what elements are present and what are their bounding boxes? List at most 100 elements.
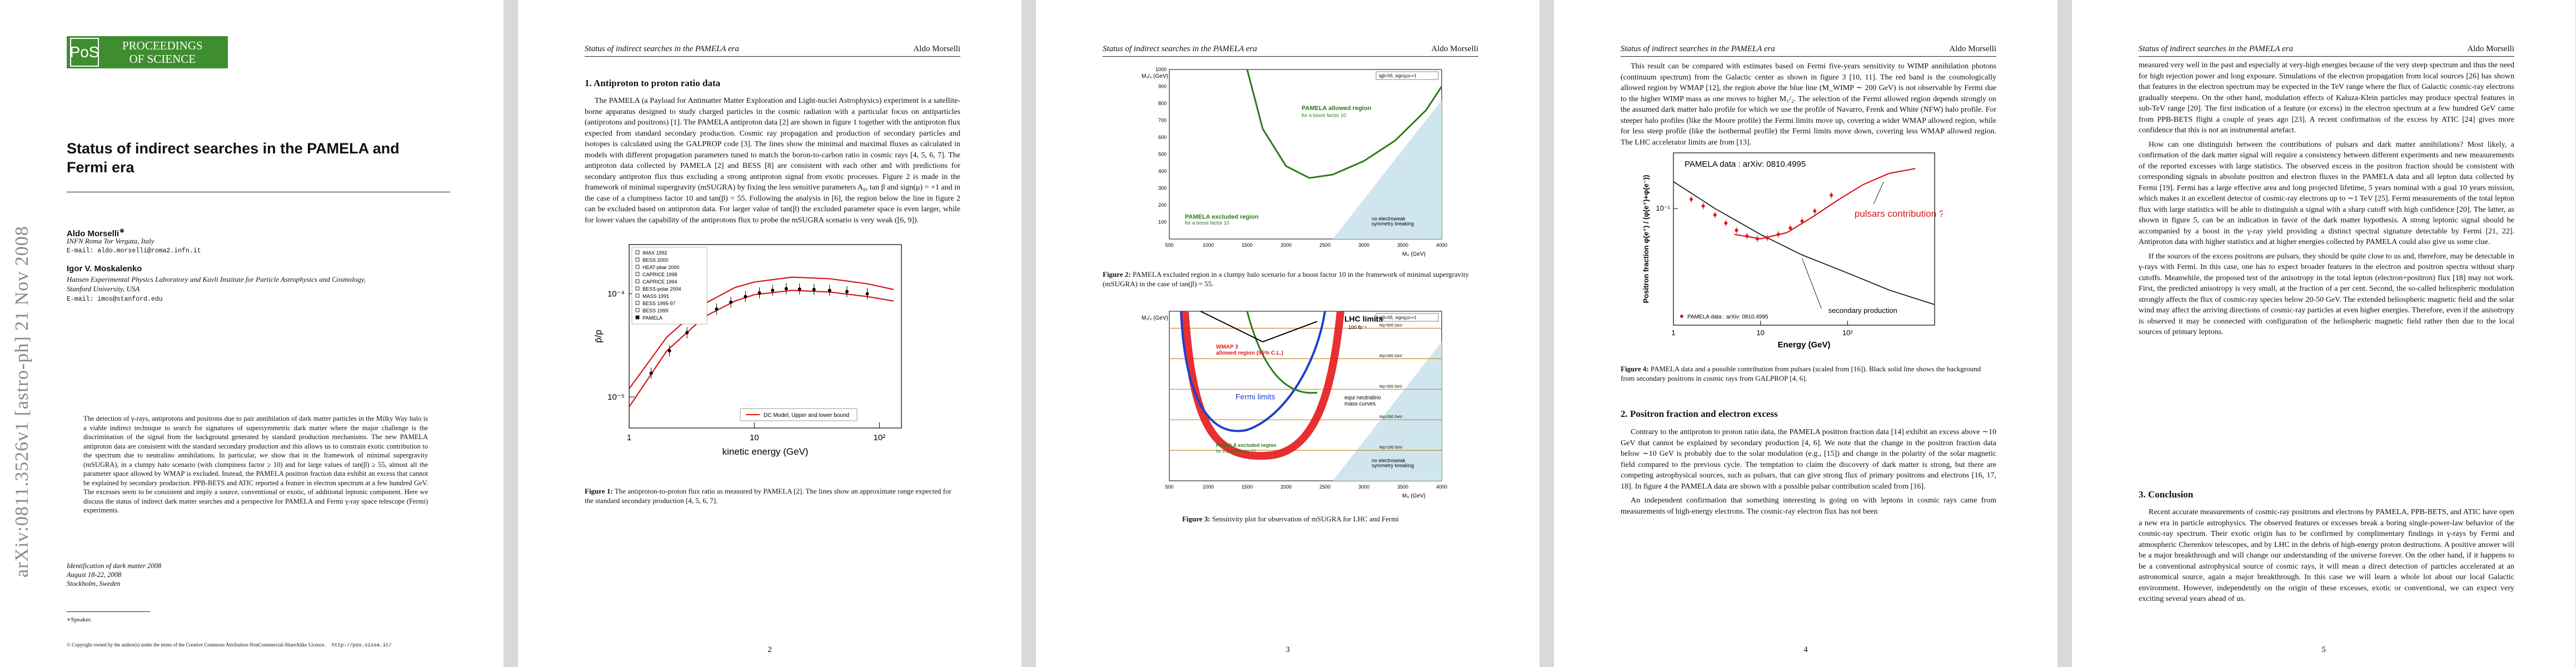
pamela-point: [865, 292, 869, 296]
plot-frame: [629, 244, 902, 429]
legend-text: tgβ=55, sign(μ)=+1: [1379, 73, 1417, 78]
legend-text: tgβ=55, sign(μ)=+1: [1379, 315, 1417, 320]
pamela-point: [1745, 234, 1749, 238]
pamela-point: [667, 349, 671, 353]
legend-line-label: DC Model, Upper and lower bound: [764, 412, 849, 419]
equi-mass-label: Mχ=300 GeV: [1379, 385, 1403, 389]
pamela-point: [812, 287, 816, 291]
x-tick-label: 500: [1165, 242, 1173, 248]
caption-text: The antiproton-to-proton flux ratio as m…: [585, 487, 951, 505]
legend-marker: [635, 272, 640, 276]
legend-marker: [1680, 315, 1683, 318]
x-tick-label: 1: [627, 433, 631, 442]
caption-label: Figure 4:: [1621, 365, 1649, 373]
figure-3-caption: Figure 3: Sensitivity plot for observati…: [1103, 514, 1478, 524]
y-axis-label: Positron fraction φ(e⁺) / (φ(e⁺)+φ(e⁻)): [1642, 175, 1650, 303]
x-tick-label: 500: [1165, 484, 1173, 490]
x-tick-label: 10: [750, 433, 759, 442]
x-tick-label: 2000: [1280, 484, 1292, 490]
x-tick-label: 10²: [1842, 328, 1853, 337]
pamela-point: [744, 295, 748, 298]
x-axis-label: M₀ (GeV): [1402, 251, 1426, 257]
y-tick-label: 600: [1158, 135, 1167, 140]
section-3-text: Recent accurate measurements of cosmic-r…: [2139, 507, 2514, 608]
annotation: for a boost factor 10: [1185, 220, 1229, 226]
caption-label: Figure 2:: [1103, 270, 1131, 278]
pamela-point: [1830, 193, 1833, 197]
running-head: Status of indirect searches in the PAMEL…: [2139, 44, 2514, 57]
fermi-limit-curve: [1180, 311, 1326, 432]
annotation: PAMELA allowed region: [1302, 105, 1372, 112]
running-head-author: Aldo Morselli: [2467, 44, 2514, 53]
section-3-heading: 3. Conclusion: [2139, 489, 2194, 500]
author-2: Igor V. Moskalenko: [67, 264, 142, 273]
annotation: for a boost factor 10: [1302, 112, 1346, 118]
legend-entry: BESS-polar 2004: [642, 286, 681, 292]
x-tick-label: 3000: [1358, 242, 1369, 248]
abstract: The detection of γ-rays, antiprotons and…: [83, 415, 428, 514]
x-tick-label: 10: [1756, 328, 1764, 337]
caption-text: PAMELA excluded region in a clumpy halo …: [1103, 270, 1469, 288]
figure-2-chart: 500 1000 1500 2000 2500 3000 3500 4000 100 200 300…: [1142, 67, 1447, 257]
x-axis-label: kinetic energy (GeV): [723, 446, 809, 457]
legend-entry: PAMELA data : arXiv: 0810.4995: [1687, 314, 1768, 320]
equi-mass-label: Mχ=500 GeV: [1379, 324, 1403, 328]
x-tick-label: 4000: [1436, 242, 1447, 248]
chart-header: PAMELA data : arXiv: 0810.4995: [1685, 160, 1806, 169]
running-head-title: Status of indirect searches in the PAMEL…: [1621, 44, 1775, 53]
legend-entry: CAPRICE 1994: [642, 279, 677, 285]
email-1[interactable]: E-mail: aldo.morselli@roma2.infn.it: [67, 247, 201, 255]
legend-marker: [635, 315, 640, 320]
pamela-point: [828, 288, 831, 292]
legend-box: [1376, 313, 1439, 322]
paragraph: The PAMELA (a Payload for Antimatter Mat…: [585, 97, 960, 225]
annotation: no electroweak: [1372, 457, 1406, 463]
annotation: equi neutralino: [1344, 395, 1381, 401]
page-number: 3: [1285, 645, 1290, 654]
x-tick-label: 2500: [1319, 242, 1331, 248]
annotation: for a boost factor 10: [1216, 449, 1256, 454]
annotation: symmetry breaking: [1372, 221, 1414, 227]
legend-marker: [635, 265, 640, 269]
pamela-point: [771, 288, 775, 292]
y-tick-label: 300: [1158, 186, 1167, 191]
page-number: 2: [768, 645, 772, 654]
figure-1-chart: 1 10 10² 10⁻⁵ 10⁻⁴ kinetic energy (GeV) p̄/p IM…: [593, 244, 902, 457]
x-tick-label: 1000: [1203, 242, 1214, 248]
legend-entry: BESS 2000: [642, 257, 669, 263]
x-tick-label: 4000: [1436, 484, 1447, 490]
section-1-text: The PAMELA (a Payload for Antimatter Mat…: [585, 96, 960, 229]
x-tick-label: 2500: [1319, 484, 1331, 490]
legend-entry: IMAX 1992: [642, 250, 667, 256]
y-tick-label: 1000: [1155, 67, 1167, 72]
pamela-point: [1800, 219, 1804, 223]
legend-marker: [635, 279, 640, 283]
running-head-title: Status of indirect searches in the PAMEL…: [2139, 44, 2293, 53]
legend-marker: [635, 257, 640, 262]
page-4-text-top: This result can be compared with estimat…: [1621, 61, 1996, 151]
figure-1-caption: Figure 1: The antiproton-to-proton flux …: [585, 486, 960, 505]
equi-mass-label: Mχ=200 GeV: [1379, 415, 1403, 419]
legend-entry: BESS 1999: [642, 308, 669, 313]
x-axis-label: M₀ (GeV): [1402, 493, 1426, 499]
legend-marker: [635, 308, 640, 312]
y-tick-label: 200: [1158, 202, 1167, 208]
conference-info: Identification of dark matter 2008 Augus…: [67, 561, 161, 588]
y-tick-label: 400: [1158, 168, 1167, 174]
legend-entry: PAMELA: [642, 315, 662, 321]
running-head-author: Aldo Morselli: [913, 44, 960, 53]
pulsar-curve: [1734, 168, 1916, 240]
equi-mass-label: Mχ=400 GeV: [1379, 354, 1403, 358]
pos-logo-text: PROCEEDINGS OF SCIENCE: [122, 39, 203, 66]
no-ewsb-region: [1333, 99, 1442, 239]
email-2[interactable]: E-mail: imos@stanford.edu: [67, 296, 163, 303]
pamela-point: [685, 331, 689, 335]
pos-url[interactable]: http://pos.sissa.it/: [331, 643, 392, 648]
running-head: Status of indirect searches in the PAMEL…: [585, 44, 960, 57]
legend-marker: [635, 301, 640, 305]
running-head-author: Aldo Morselli: [1431, 44, 1478, 53]
y-axis-label: p̄/p: [593, 330, 604, 343]
legend-line-box: [740, 408, 858, 421]
pamela-point: [1735, 228, 1738, 232]
pamela-point: [1813, 209, 1817, 213]
